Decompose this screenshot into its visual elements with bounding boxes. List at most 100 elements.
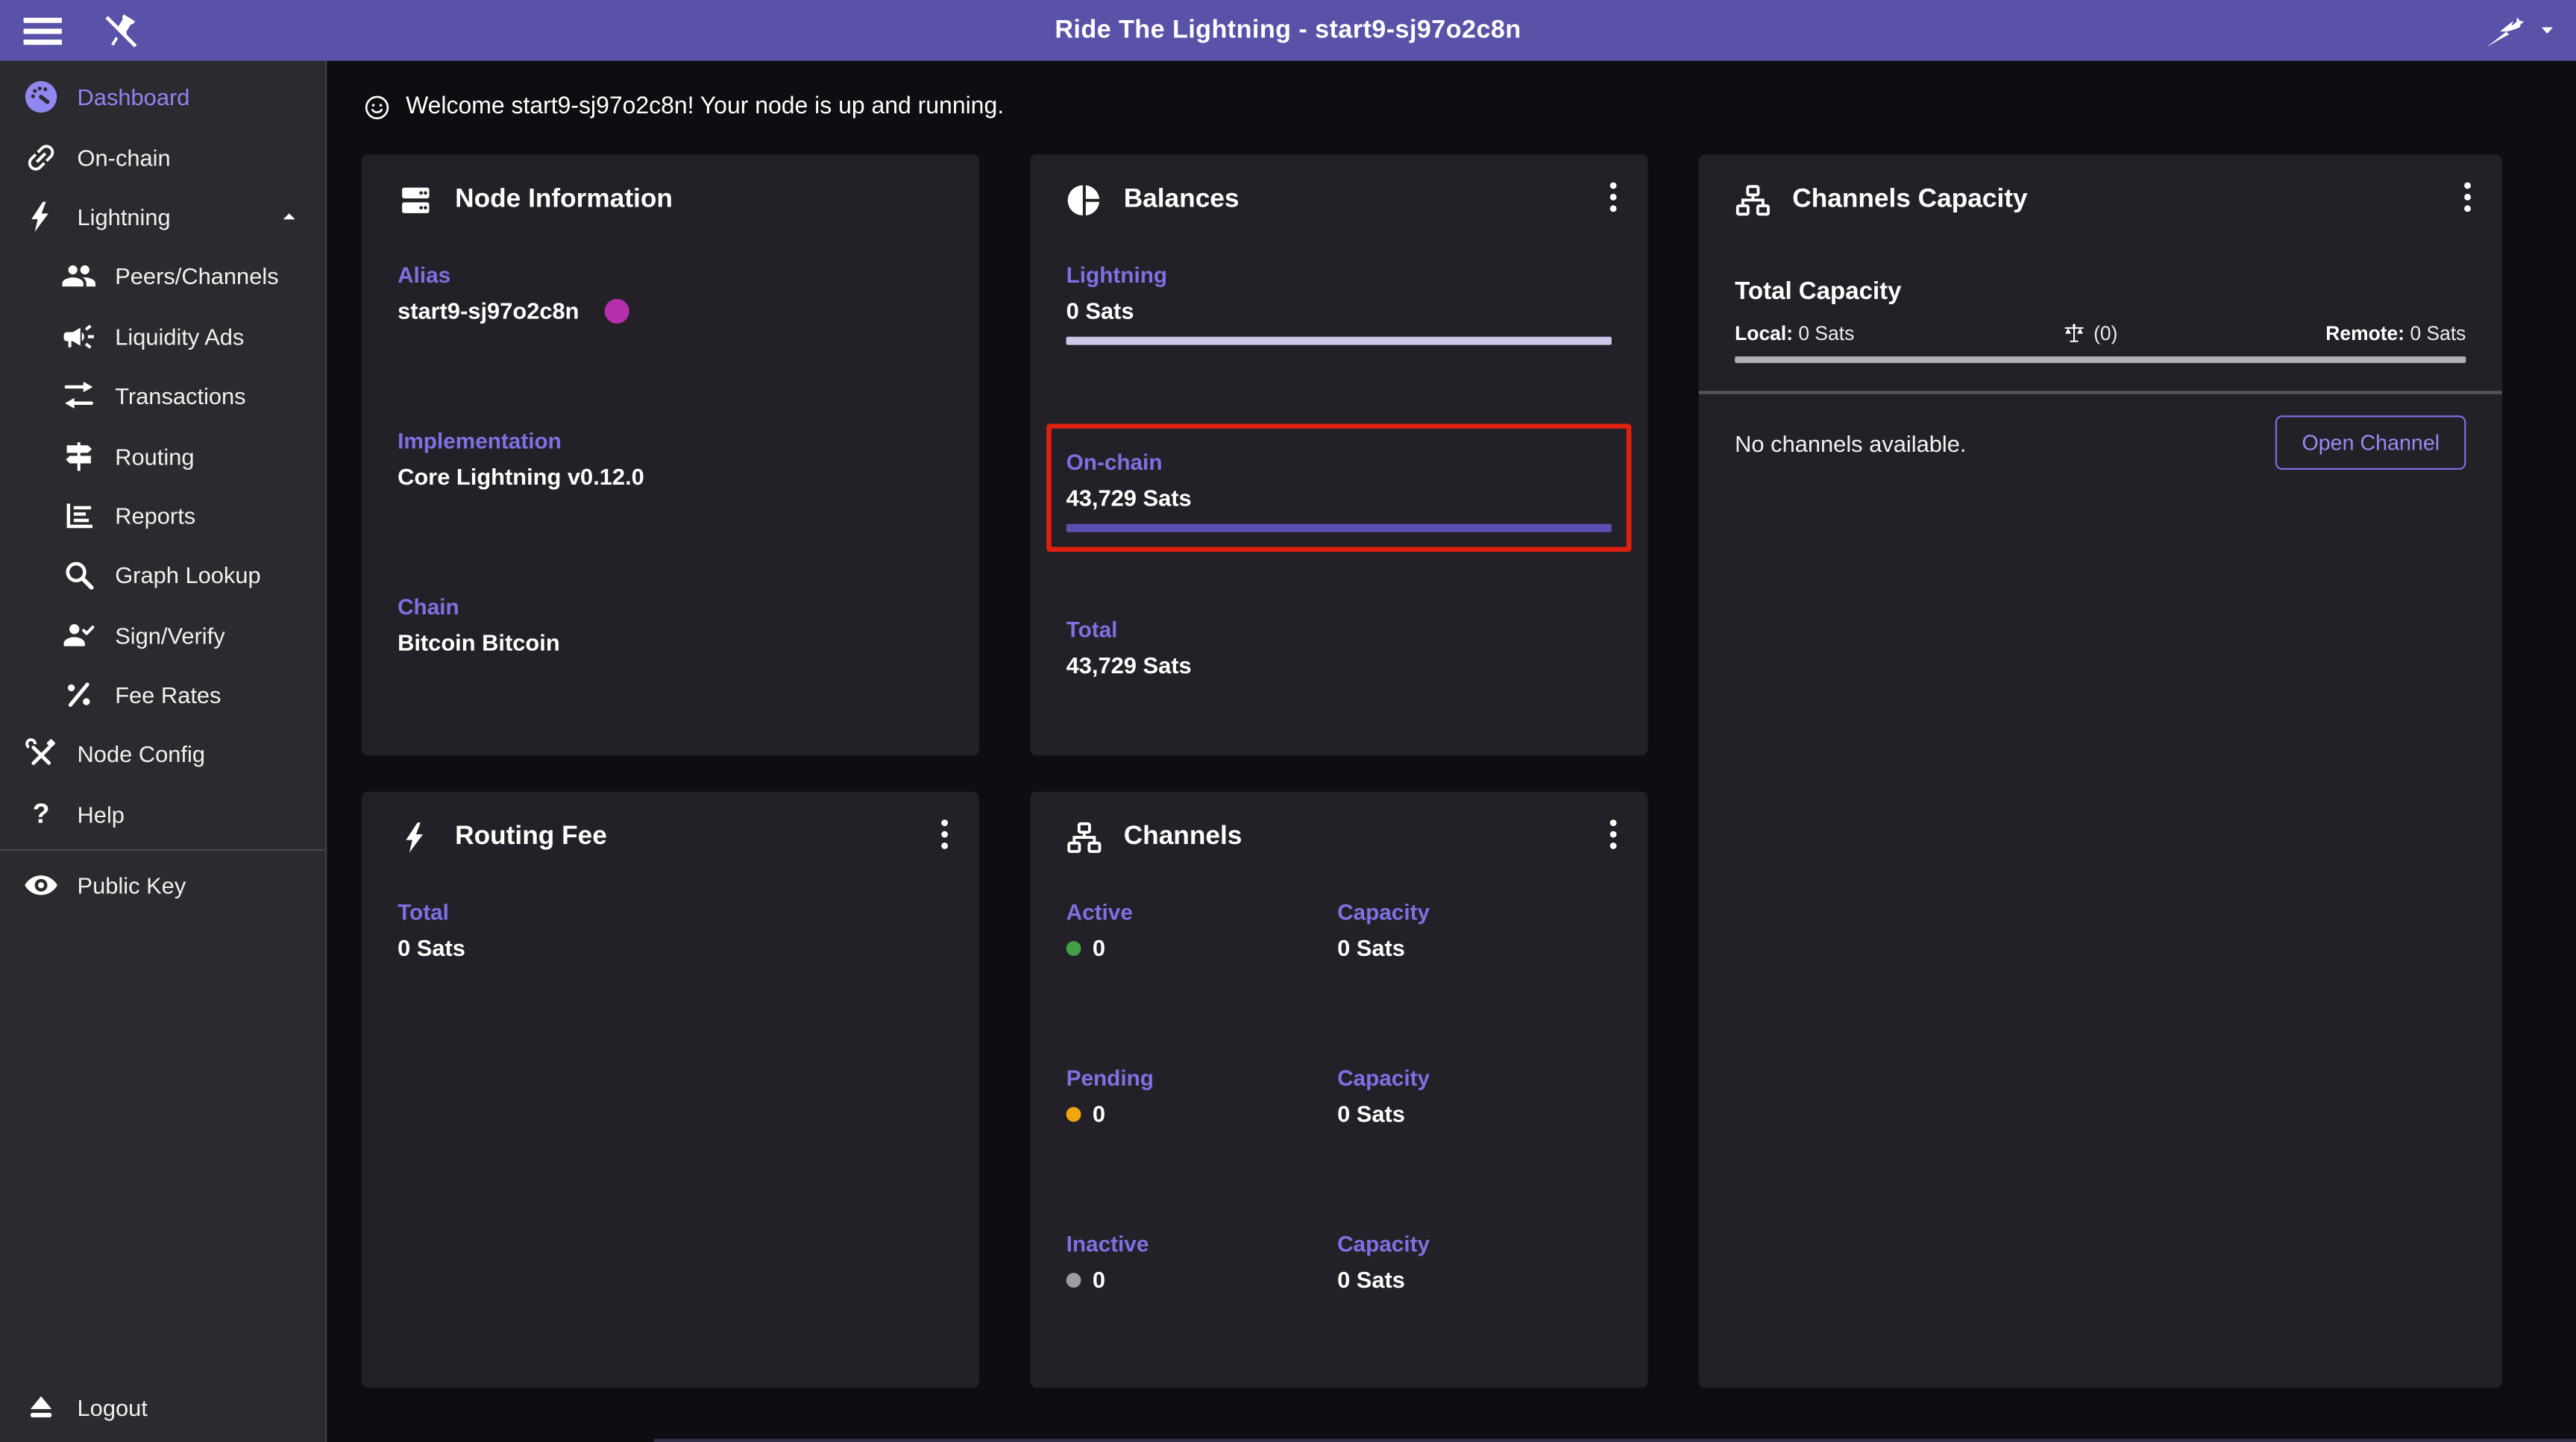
network-hub-icon (1066, 819, 1102, 855)
card-title: Channels (1123, 822, 1243, 851)
sidebar-item-label: Routing (115, 442, 195, 469)
status-dot-active (1066, 940, 1081, 955)
total-capacity-label: Total Capacity (1735, 277, 1902, 306)
sidebar-item-public-key[interactable]: Public Key (0, 856, 325, 916)
remote-value: 0 Sats (2410, 321, 2466, 344)
tools-icon (23, 737, 59, 772)
server-dns-icon (398, 183, 433, 218)
link-icon (23, 139, 59, 174)
chevron-up-icon[interactable] (276, 204, 302, 230)
alias-field: Alias start9-sj97o2c8n (398, 262, 943, 324)
sidebar-item-label: Help (77, 801, 125, 828)
sidebar-item-label: Liquidity Ads (115, 323, 245, 350)
channels-card: Channels Active 0 Capacity 0 Sats (1030, 791, 1648, 1388)
sidebar-item-reports[interactable]: Reports (0, 485, 325, 545)
sidebar-item-label: Fee Rates (115, 681, 222, 708)
alias-color-dot (603, 297, 629, 323)
highlight-annotation: On-chain 43,729 Sats (1046, 424, 1632, 552)
bar-chart-icon (61, 497, 97, 533)
swap-arrows-icon (61, 378, 97, 414)
sidebar-item-label: Logout (77, 1394, 148, 1420)
main-content: Welcome start9-sj97o2c8n! Your node is u… (327, 61, 2576, 1442)
eye-icon (23, 868, 59, 904)
channels-capacity-card: Channels Capacity Total Capacity Local: … (1698, 154, 2502, 1388)
status-dot-inactive (1066, 1272, 1081, 1287)
channels-row-pending: Pending 0 Capacity 0 Sats (1066, 1065, 1430, 1127)
sidebar-item-label: Dashboard (77, 84, 190, 111)
sidebar-item-logout[interactable]: Logout (0, 1377, 325, 1437)
page-title: Ride The Lightning - start9-sj97o2c8n (1055, 15, 1521, 44)
question-mark-icon: ? (32, 798, 50, 830)
sidebar: Dashboard On-chain Lightning (0, 60, 327, 1442)
signpost-icon (61, 438, 97, 473)
balances-card: Balances Lightning 0 Sats On-chain 43,72… (1030, 154, 1648, 756)
lightning-balance-bar (1066, 336, 1612, 345)
account-menu[interactable] (2484, 0, 2560, 61)
sidebar-item-label: Peers/Channels (115, 263, 279, 290)
lightning-balance: Lightning 0 Sats (1066, 262, 1612, 345)
sidebar-item-onchain[interactable]: On-chain (0, 127, 325, 186)
network-hub-icon (1735, 183, 1771, 218)
person-check-icon (61, 617, 97, 653)
dashboard-cards: Node Information Alias start9-sj97o2c8n … (361, 154, 2576, 1388)
sidebar-item-peers-channels[interactable]: Peers/Channels (0, 247, 325, 306)
sidebar-item-transactions[interactable]: Transactions (0, 366, 325, 426)
chevron-down-icon (2535, 18, 2560, 42)
open-channel-button[interactable]: Open Channel (2275, 415, 2466, 470)
peers-group-icon (61, 259, 97, 295)
kebab-menu-icon[interactable] (932, 818, 958, 851)
sidebar-item-routing[interactable]: Routing (0, 426, 325, 485)
alias-value: start9-sj97o2c8n (398, 297, 579, 324)
card-title: Balances (1123, 185, 1240, 214)
card-title: Node Information (455, 185, 673, 214)
sidebar-item-label: Node Config (77, 741, 205, 768)
top-bar: Ride The Lightning - start9-sj97o2c8n (0, 0, 2576, 61)
lightning-bolt-icon (398, 819, 433, 855)
routing-fee-total: Total 0 Sats (398, 900, 465, 961)
card-divider (1698, 391, 2502, 394)
bottom-edge-line (653, 1438, 2576, 1442)
sidebar-item-label: On-chain (77, 143, 171, 171)
channels-row-active: Active 0 Capacity 0 Sats (1066, 900, 1430, 961)
eject-icon (23, 1389, 59, 1425)
sidebar-item-label: Public Key (77, 872, 186, 899)
sidebar-item-label: Lightning (77, 204, 171, 230)
status-dot-pending (1066, 1106, 1081, 1121)
onchain-balance: On-chain 43,729 Sats (1066, 450, 1612, 532)
sidebar-item-label: Transactions (115, 382, 246, 409)
menu-icon[interactable] (19, 7, 66, 54)
balance-scale-icon (2062, 321, 2087, 345)
card-title: Channels Capacity (1792, 185, 2028, 214)
pie-chart-icon (1066, 183, 1102, 218)
smiley-icon (363, 92, 391, 120)
sidebar-divider (0, 849, 326, 851)
sidebar-item-sign-verify[interactable]: Sign/Verify (0, 605, 325, 665)
local-value: 0 Sats (1798, 321, 1855, 344)
balance-count: (0) (2093, 321, 2118, 344)
welcome-banner: Welcome start9-sj97o2c8n! Your node is u… (363, 89, 2576, 125)
sidebar-item-label: Reports (115, 502, 196, 529)
onchain-balance-bar (1066, 523, 1612, 532)
kebab-menu-icon[interactable] (1600, 818, 1627, 851)
capacity-bar (1735, 356, 2466, 363)
sidebar-item-node-config[interactable]: Node Config (0, 725, 325, 784)
channels-row-inactive: Inactive 0 Capacity 0 Sats (1066, 1232, 1430, 1293)
sidebar-item-fee-rates[interactable]: Fee Rates (0, 665, 325, 725)
sidebar-item-dashboard[interactable]: Dashboard (0, 67, 325, 127)
sidebar-item-graph-lookup[interactable]: Graph Lookup (0, 546, 325, 605)
megaphone-icon (61, 318, 97, 354)
sidebar-item-label: Sign/Verify (115, 622, 225, 649)
sidebar-item-lightning[interactable]: Lightning (0, 187, 325, 247)
pin-off-icon[interactable] (98, 9, 141, 51)
rtl-logo-icon (2484, 8, 2528, 52)
kebab-menu-icon[interactable] (2454, 180, 2481, 213)
local-remote-row: Local: 0 Sats (0) Remote: 0 Sats (1735, 321, 2466, 345)
routing-fee-card: Routing Fee Total 0 Sats (361, 791, 979, 1388)
total-balance: Total 43,729 Sats (1066, 617, 1192, 679)
sidebar-item-help[interactable]: ? Help (0, 784, 325, 844)
no-channels-text: No channels available. (1735, 429, 1967, 456)
kebab-menu-icon[interactable] (1600, 180, 1627, 213)
sidebar-item-liquidity-ads[interactable]: Liquidity Ads (0, 306, 325, 366)
